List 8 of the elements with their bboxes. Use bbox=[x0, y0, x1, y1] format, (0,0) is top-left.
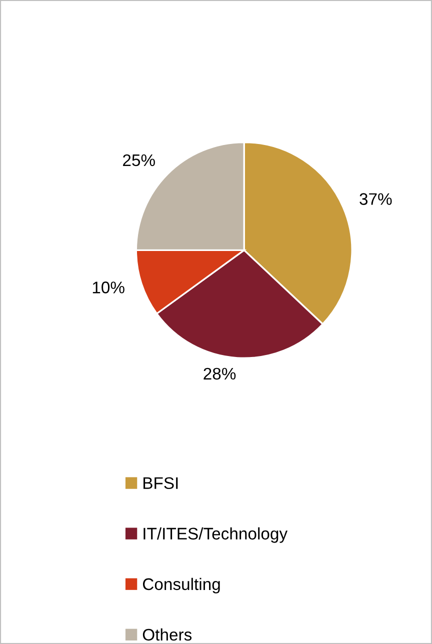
legend-label: Others bbox=[142, 628, 192, 641]
legend-label: BFSI bbox=[144, 477, 178, 490]
legend-label: Consulting bbox=[142, 578, 220, 594]
data-label: 28% bbox=[204, 368, 236, 380]
data-label: 10% bbox=[92, 282, 124, 294]
data-label: 25% bbox=[123, 154, 155, 166]
data-label: 37% bbox=[360, 193, 392, 205]
legend-label: IT/ITES/Technology bbox=[144, 527, 288, 543]
